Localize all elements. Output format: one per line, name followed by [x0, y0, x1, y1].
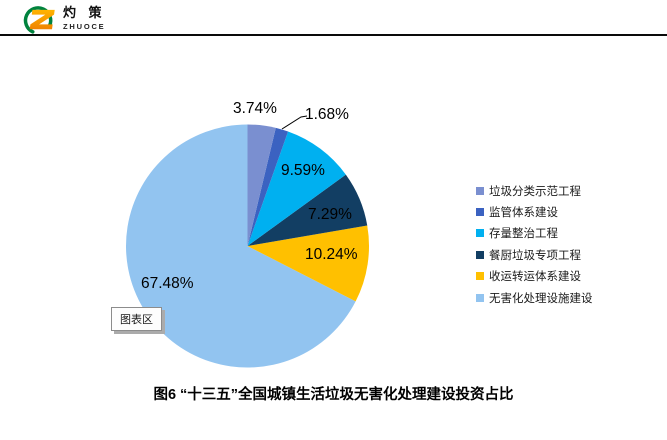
- brand-text: 灼 策 ZHUOCE: [63, 7, 106, 31]
- pie-slice-4[interactable]: [247, 174, 368, 246]
- data-label-slice-6: 67.48%: [141, 275, 194, 292]
- data-label-slice-5: 10.24%: [305, 246, 358, 263]
- legend-item-label: 无害化处理设施建设: [489, 292, 593, 305]
- legend-item-label: 垃圾分类示范工程: [489, 185, 581, 198]
- leader-line-1.68: [281, 115, 308, 130]
- legend-swatch-icon: [476, 186, 484, 195]
- legend-item-label: 收运转运体系建设: [489, 271, 581, 284]
- brand-name-cn: 灼 策: [63, 6, 106, 21]
- legend-swatch-icon: [476, 208, 484, 217]
- legend-item-3[interactable]: 存量整治工程: [476, 223, 593, 244]
- legend-item-label: 监管体系建设: [489, 207, 558, 220]
- header-divider: [0, 34, 667, 36]
- data-label-slice-2: 1.68%: [305, 106, 349, 123]
- chart-area-tooltip: 图表区: [111, 307, 162, 331]
- legend-item-4[interactable]: 餐厨垃圾专项工程: [476, 244, 593, 265]
- pie-slice-1[interactable]: [247, 124, 276, 247]
- pie-slice-5[interactable]: [247, 225, 370, 302]
- legend-swatch-icon: [476, 293, 484, 302]
- chart-title: 图6 “十三五”全国城镇生活垃圾无害化处理建设投资占比: [153, 387, 514, 403]
- zhuoce-logo-icon: [23, 6, 55, 35]
- legend-swatch-icon: [476, 272, 484, 281]
- pie-slice-6[interactable]: [126, 124, 356, 368]
- legend-item-6[interactable]: 无害化处理设施建设: [476, 287, 593, 308]
- data-label-slice-1: 3.74%: [233, 100, 277, 117]
- legend-item-2[interactable]: 监管体系建设: [476, 201, 593, 222]
- data-label-slice-3: 9.59%: [281, 162, 325, 179]
- legend-swatch-icon: [476, 250, 484, 259]
- legend-item-label: 餐厨垃圾专项工程: [489, 249, 581, 262]
- legend-item-5[interactable]: 收运转运体系建设: [476, 266, 593, 287]
- legend: 垃圾分类示范工程 监管体系建设 存量整治工程餐厨垃圾专项工程 收运转运体系建设 无害化处…: [476, 180, 593, 308]
- legend-item-1[interactable]: 垃圾分类示范工程: [476, 180, 593, 201]
- data-label-slice-4: 7.29%: [308, 206, 352, 223]
- pie-slice-3[interactable]: [247, 131, 346, 246]
- legend-item-label: 存量整治工程: [489, 228, 558, 241]
- legend-swatch-icon: [476, 229, 484, 238]
- brand-name-en: ZHUOCE: [63, 22, 106, 31]
- pie-slice-2[interactable]: [247, 127, 289, 246]
